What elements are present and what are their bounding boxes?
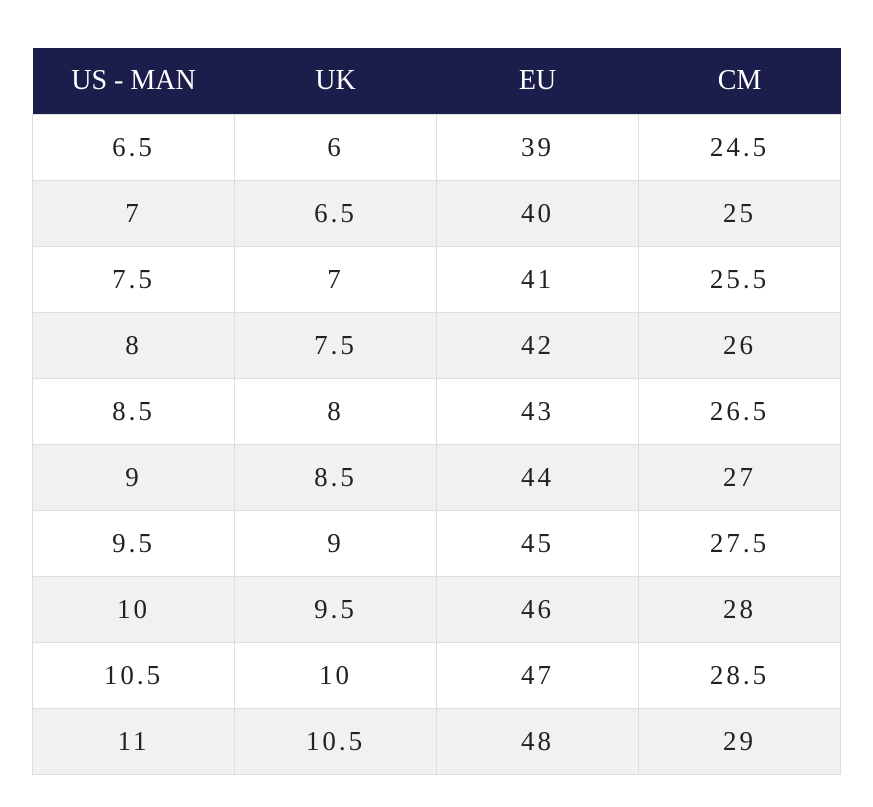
size-chart-header: US - MAN UK EU CM: [32, 48, 841, 115]
cell-uk: 9: [234, 510, 437, 577]
table-row: 9 8.5 44 27: [32, 444, 841, 511]
table-row: 6.5 6 39 24.5: [32, 114, 841, 181]
cell-uk: 7.5: [234, 312, 437, 379]
cell-cm: 27: [638, 444, 841, 511]
cell-uk: 6.5: [234, 180, 437, 247]
cell-us-man: 9: [32, 444, 235, 511]
table-row: 10.5 10 47 28.5: [32, 642, 841, 709]
cell-cm: 27.5: [638, 510, 841, 577]
cell-us-man: 11: [32, 708, 235, 775]
table-row: 7 6.5 40 25: [32, 180, 841, 247]
table-row: 11 10.5 48 29: [32, 708, 841, 775]
size-chart-body: 6.5 6 39 24.5 7 6.5 40 25 7.5 7 41 25.5 …: [32, 114, 841, 775]
table-row: 10 9.5 46 28: [32, 576, 841, 643]
cell-cm: 28: [638, 576, 841, 643]
cell-cm: 28.5: [638, 642, 841, 709]
header-us-man: US - MAN: [32, 48, 235, 115]
cell-eu: 44: [436, 444, 639, 511]
cell-uk: 10: [234, 642, 437, 709]
header-eu: EU: [436, 48, 639, 115]
cell-eu: 40: [436, 180, 639, 247]
cell-eu: 46: [436, 576, 639, 643]
table-row: 8 7.5 42 26: [32, 312, 841, 379]
table-row: 9.5 9 45 27.5: [32, 510, 841, 577]
table-row: 8.5 8 43 26.5: [32, 378, 841, 445]
cell-cm: 25: [638, 180, 841, 247]
cell-us-man: 7: [32, 180, 235, 247]
cell-cm: 26: [638, 312, 841, 379]
cell-uk: 10.5: [234, 708, 437, 775]
cell-cm: 26.5: [638, 378, 841, 445]
cell-eu: 42: [436, 312, 639, 379]
cell-us-man: 6.5: [32, 114, 235, 181]
cell-us-man: 7.5: [32, 246, 235, 313]
cell-eu: 48: [436, 708, 639, 775]
cell-eu: 45: [436, 510, 639, 577]
cell-cm: 25.5: [638, 246, 841, 313]
cell-eu: 43: [436, 378, 639, 445]
header-cm: CM: [638, 48, 841, 115]
cell-uk: 6: [234, 114, 437, 181]
cell-uk: 9.5: [234, 576, 437, 643]
size-chart-table: US - MAN UK EU CM 6.5 6 39 24.5 7 6.5 40…: [32, 48, 841, 775]
header-uk: UK: [234, 48, 437, 115]
table-row: 7.5 7 41 25.5: [32, 246, 841, 313]
cell-eu: 41: [436, 246, 639, 313]
cell-us-man: 8.5: [32, 378, 235, 445]
cell-uk: 7: [234, 246, 437, 313]
cell-eu: 47: [436, 642, 639, 709]
cell-cm: 29: [638, 708, 841, 775]
cell-us-man: 9.5: [32, 510, 235, 577]
cell-us-man: 10.5: [32, 642, 235, 709]
cell-us-man: 8: [32, 312, 235, 379]
cell-eu: 39: [436, 114, 639, 181]
header-row: US - MAN UK EU CM: [32, 48, 841, 115]
cell-uk: 8: [234, 378, 437, 445]
cell-uk: 8.5: [234, 444, 437, 511]
cell-cm: 24.5: [638, 114, 841, 181]
cell-us-man: 10: [32, 576, 235, 643]
